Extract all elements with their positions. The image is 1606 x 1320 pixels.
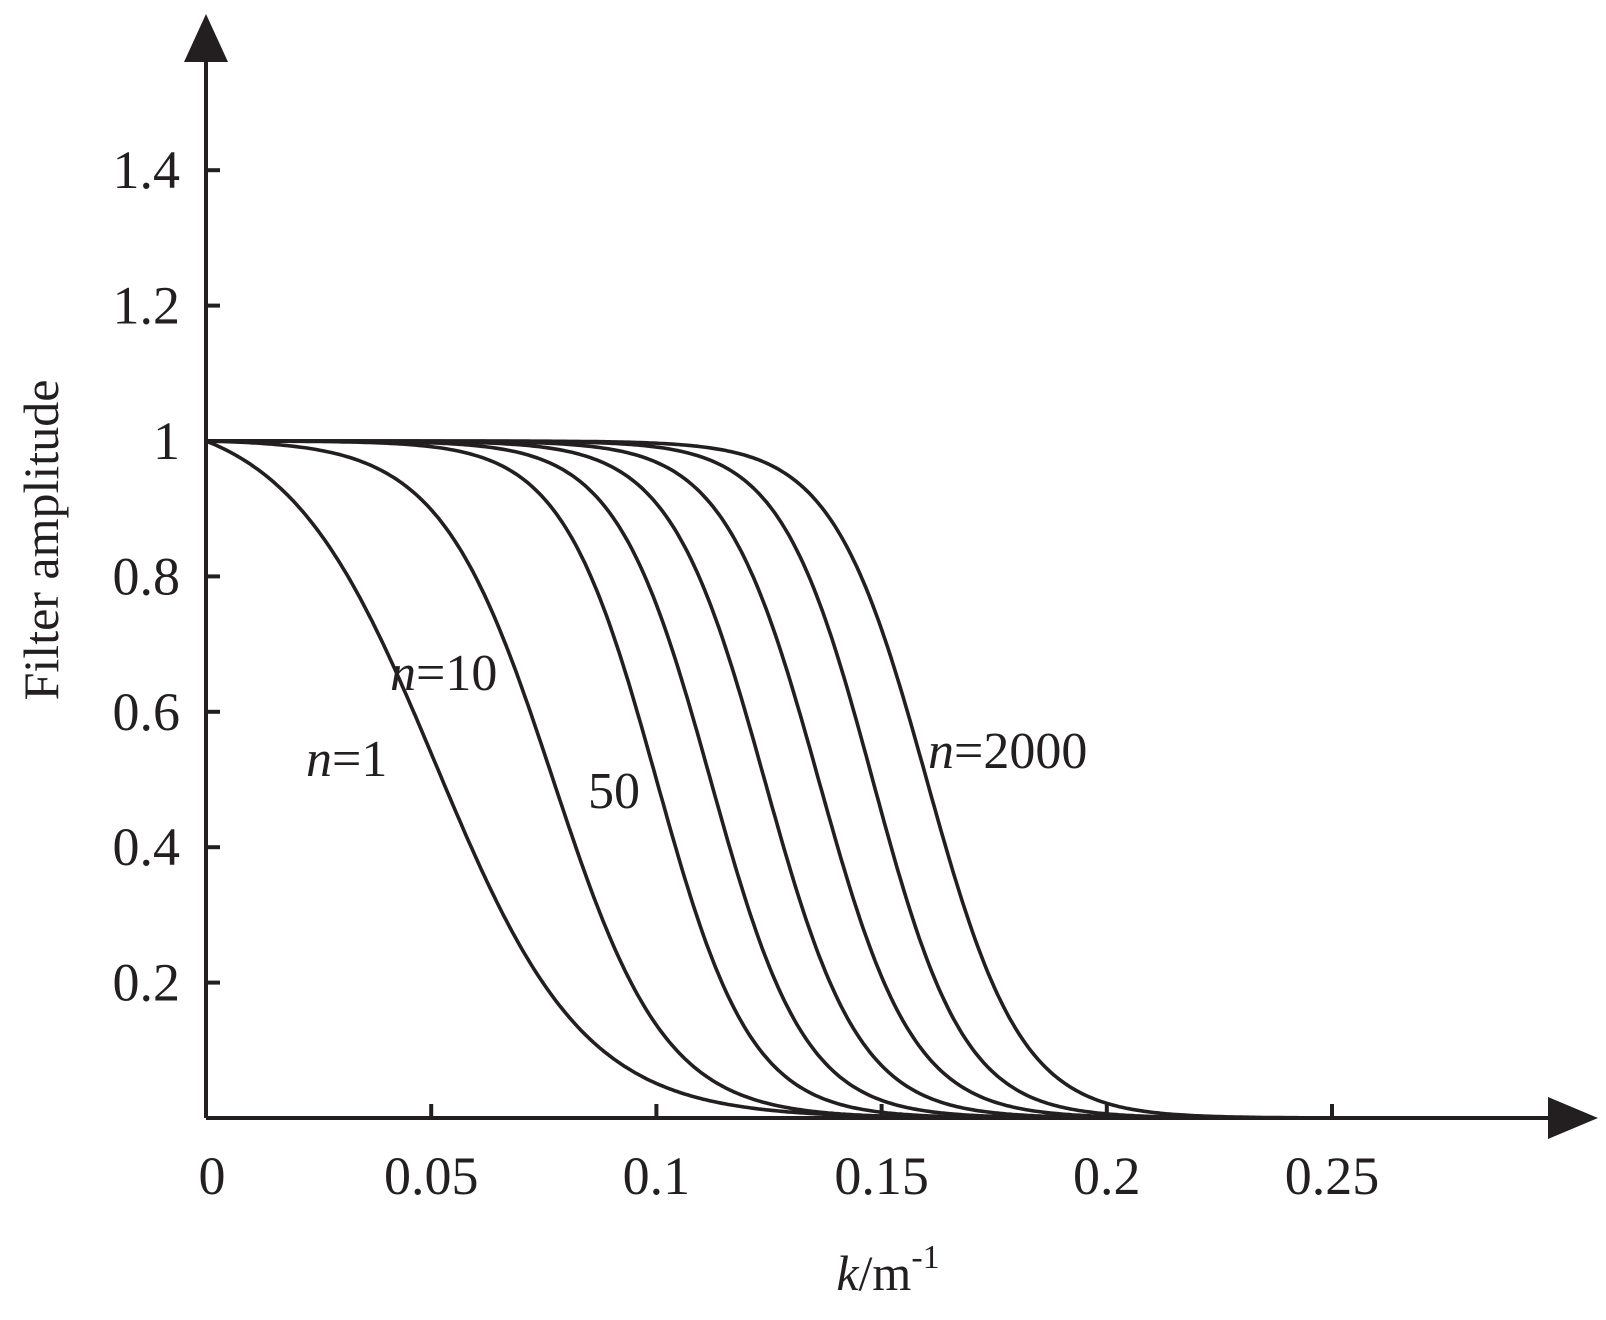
x-axis-arrow xyxy=(1548,1097,1598,1139)
curve-label-value: =1 xyxy=(332,731,387,788)
y-ticks: 0.2 0.4 0.6 0.8 1 1.2 1.4 xyxy=(113,140,220,1013)
y-tick-label: 1.2 xyxy=(113,276,181,336)
y-axis-arrow xyxy=(184,14,228,62)
x-tick-label: 0.15 xyxy=(834,1146,929,1206)
curve-label-variable: n xyxy=(390,645,416,702)
curve-label: n=2000 xyxy=(928,723,1087,780)
curve-line xyxy=(204,439,1334,1120)
curve-label: 50 xyxy=(588,763,640,820)
x-tick-label: 0.05 xyxy=(384,1146,479,1206)
y-tick-label: 0.6 xyxy=(113,682,181,742)
curves xyxy=(204,439,1334,1120)
curve-label-variable: n xyxy=(928,723,954,780)
curve-label-value: =2000 xyxy=(954,723,1087,780)
x-axis-unit: /m xyxy=(859,1245,912,1301)
x-axis-variable: k xyxy=(836,1245,859,1301)
curve-label-value: 50 xyxy=(588,763,640,820)
axes xyxy=(184,14,1598,1139)
x-axis-title: k/m-1 xyxy=(836,1239,939,1301)
y-tick-label: 1 xyxy=(153,411,180,471)
x-tick-label: 0 xyxy=(199,1146,226,1206)
curve-label: n=1 xyxy=(306,731,387,788)
x-ticks: 0 0.05 0.1 0.15 0.2 0.25 xyxy=(199,1104,1380,1206)
y-tick-label: 0.4 xyxy=(113,817,181,877)
y-tick-label: 1.4 xyxy=(113,140,181,200)
curve-label: n=10 xyxy=(390,645,497,702)
curve-label-value: =10 xyxy=(416,645,497,702)
x-tick-label: 0.1 xyxy=(623,1146,691,1206)
x-axis-exponent: -1 xyxy=(911,1239,939,1276)
y-axis-title: Filter amplitude xyxy=(13,380,69,701)
y-tick-label: 0.8 xyxy=(113,546,181,606)
x-tick-label: 0.2 xyxy=(1073,1146,1141,1206)
x-tick-label: 0.25 xyxy=(1285,1146,1380,1206)
y-tick-label: 0.2 xyxy=(113,953,181,1013)
curve-label-variable: n xyxy=(306,731,332,788)
